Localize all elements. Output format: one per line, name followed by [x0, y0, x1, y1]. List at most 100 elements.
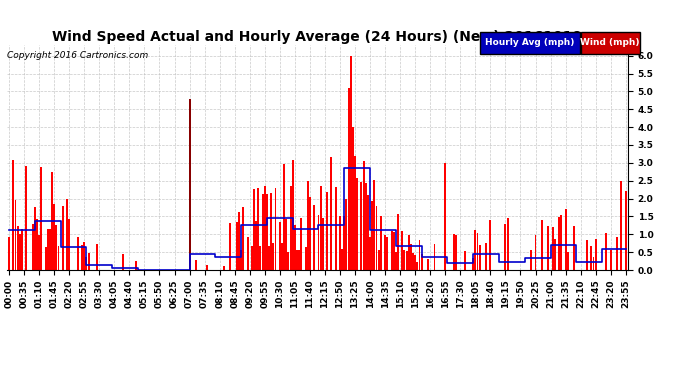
Bar — [616, 237, 618, 270]
Bar — [66, 200, 68, 270]
Bar — [506, 218, 509, 270]
Text: Copyright 2016 Cartronics.com: Copyright 2016 Cartronics.com — [7, 51, 148, 60]
Bar — [504, 224, 506, 270]
Bar — [122, 254, 124, 270]
Bar — [298, 250, 300, 270]
Bar — [455, 236, 457, 270]
Bar — [346, 199, 347, 270]
Bar — [55, 225, 57, 270]
Bar — [86, 257, 88, 270]
Bar — [558, 217, 560, 270]
Bar — [81, 244, 83, 270]
Bar — [251, 246, 253, 270]
Bar — [564, 209, 566, 270]
Bar — [32, 224, 34, 270]
Bar — [331, 156, 333, 270]
Bar — [242, 207, 244, 270]
Bar — [560, 215, 562, 270]
Bar — [363, 161, 364, 270]
Bar — [8, 237, 10, 270]
Bar — [554, 239, 556, 270]
Bar — [489, 220, 491, 270]
Bar — [283, 164, 285, 270]
Bar — [591, 246, 592, 270]
Bar — [229, 223, 231, 270]
Bar — [288, 252, 289, 270]
Bar — [444, 163, 446, 270]
Bar — [552, 227, 553, 270]
Bar — [268, 246, 270, 270]
Bar — [206, 265, 208, 270]
Bar — [281, 243, 283, 270]
Bar — [279, 222, 281, 270]
Bar — [350, 56, 352, 270]
Bar — [53, 204, 55, 270]
Bar — [296, 250, 298, 270]
Bar — [453, 234, 455, 270]
Bar — [593, 257, 595, 270]
Bar — [348, 88, 350, 270]
Bar — [360, 182, 362, 270]
Bar — [253, 189, 255, 270]
Bar — [255, 221, 257, 270]
Bar — [68, 219, 70, 270]
Bar — [285, 219, 287, 270]
Bar — [530, 250, 532, 270]
Bar — [416, 262, 418, 270]
Bar — [414, 255, 416, 270]
Bar — [371, 201, 373, 270]
Bar — [262, 194, 264, 270]
Bar — [386, 237, 388, 270]
Bar — [339, 216, 341, 270]
Bar — [384, 235, 386, 270]
Bar — [472, 258, 474, 270]
Bar — [21, 229, 23, 270]
Title: Wind Speed Actual and Hourly Average (24 Hours) (New) 20161019: Wind Speed Actual and Hourly Average (24… — [52, 30, 582, 44]
Bar — [290, 186, 291, 270]
Bar — [45, 247, 46, 270]
Bar — [406, 251, 408, 270]
Bar — [427, 259, 429, 270]
Bar — [410, 244, 412, 270]
Bar — [307, 181, 308, 270]
Bar — [395, 252, 397, 270]
Bar — [404, 250, 406, 270]
Bar — [412, 253, 414, 270]
Bar — [14, 200, 17, 270]
Bar — [479, 245, 481, 270]
Bar — [270, 194, 272, 270]
Bar — [292, 160, 294, 270]
Bar — [352, 127, 354, 270]
Bar — [96, 244, 98, 270]
Bar — [620, 181, 622, 270]
Bar — [304, 248, 306, 270]
Bar — [433, 244, 435, 270]
Bar — [477, 233, 478, 270]
Bar — [391, 231, 393, 270]
Bar — [586, 240, 588, 270]
Bar — [273, 243, 275, 270]
Bar — [322, 218, 324, 270]
Bar — [624, 191, 627, 270]
Bar — [380, 216, 382, 270]
Bar — [49, 230, 51, 270]
Bar — [535, 235, 536, 270]
Bar — [373, 180, 375, 270]
Bar — [236, 222, 238, 270]
Bar — [34, 207, 36, 270]
Bar — [408, 235, 410, 270]
Bar — [313, 205, 315, 270]
Bar — [51, 172, 53, 270]
Bar — [610, 251, 611, 270]
Bar — [605, 233, 607, 270]
Bar — [26, 166, 27, 270]
Bar — [341, 249, 343, 270]
Bar — [369, 237, 371, 270]
Bar — [573, 226, 575, 270]
Bar — [19, 234, 21, 270]
Bar — [223, 266, 225, 270]
Bar — [393, 232, 395, 270]
Bar — [356, 177, 358, 270]
Bar — [309, 197, 311, 270]
Bar — [62, 206, 63, 270]
